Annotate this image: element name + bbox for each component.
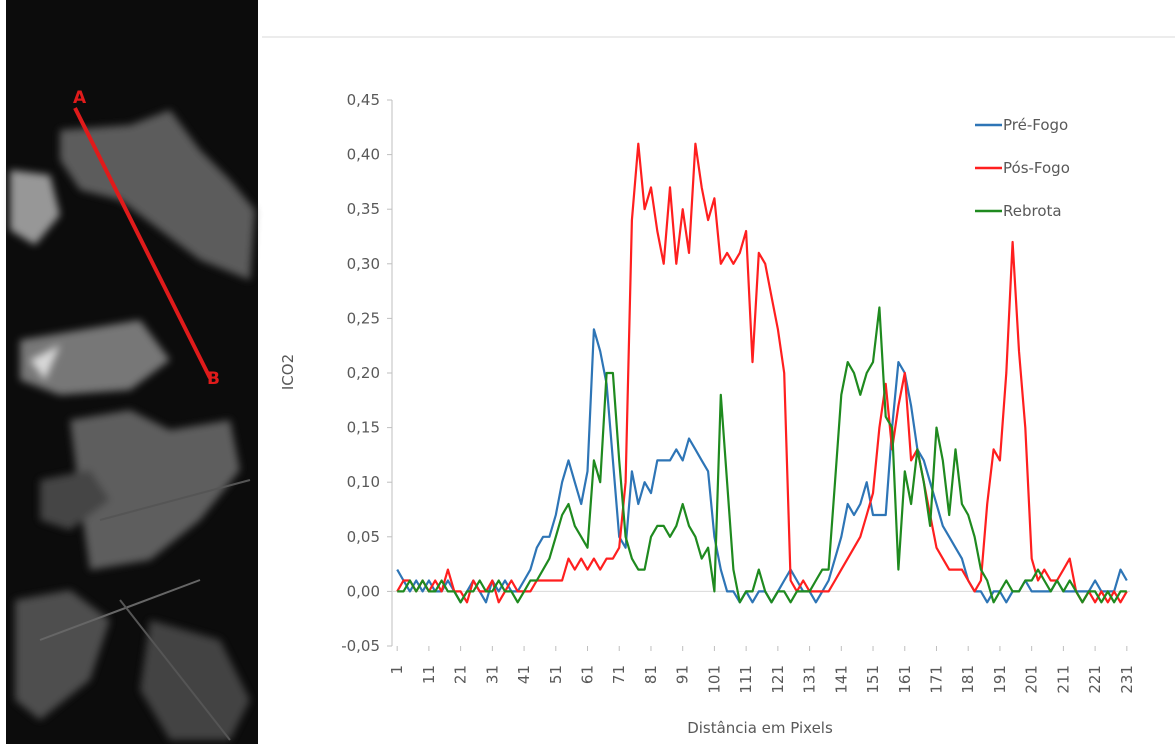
- x-tick-label: 161: [896, 665, 914, 694]
- y-tick-label: 0,10: [347, 473, 380, 491]
- marker-label: A: [73, 88, 87, 108]
- x-tick-label: 141: [832, 665, 850, 694]
- x-tick-label: 51: [547, 665, 565, 684]
- x-tick-label: 221: [1086, 665, 1104, 694]
- y-tick-label: 0,40: [347, 146, 380, 164]
- x-axis-title: Distância em Pixels: [687, 719, 833, 737]
- y-tick-label: 0,35: [347, 200, 380, 218]
- x-tick-label: 181: [959, 665, 977, 694]
- satellite-image: A B: [6, 0, 258, 744]
- x-tick-label: 1: [388, 665, 406, 675]
- x-tick-label: 121: [769, 665, 787, 694]
- x-tick-label: 21: [452, 665, 470, 684]
- legend-label: Pré-Fogo: [1003, 116, 1068, 134]
- x-tick-label: 191: [991, 665, 1009, 694]
- x-tick-label: 101: [705, 665, 723, 694]
- y-tick-label: -0,05: [341, 637, 380, 655]
- y-tick-label: 0,05: [347, 528, 380, 546]
- x-tick-label: 201: [1023, 665, 1041, 694]
- y-tick-label: 0,15: [347, 419, 380, 437]
- x-tick-label: 151: [864, 665, 882, 694]
- x-tick-label: 211: [1054, 665, 1072, 694]
- x-tick-label: 61: [579, 665, 597, 684]
- x-tick-label: 231: [1118, 665, 1136, 694]
- x-tick-label: 31: [483, 665, 501, 684]
- marker-label: B: [207, 369, 220, 389]
- y-tick-label: 0,30: [347, 255, 380, 273]
- x-tick-label: 91: [674, 665, 692, 684]
- x-tick-label: 131: [801, 665, 819, 694]
- y-tick-label: 0,25: [347, 309, 380, 327]
- legend-label: Pós-Fogo: [1003, 159, 1070, 177]
- legend-label: Rebrota: [1003, 202, 1062, 220]
- x-tick-label: 81: [642, 665, 660, 684]
- series-line: [397, 308, 1127, 603]
- x-tick-label: 171: [927, 665, 945, 694]
- x-tick-label: 11: [420, 665, 438, 684]
- y-tick-label: 0,00: [347, 582, 380, 600]
- x-tick-label: 111: [737, 665, 755, 694]
- x-tick-label: 41: [515, 665, 533, 684]
- y-tick-label: 0,45: [347, 91, 380, 109]
- series-line: [397, 329, 1127, 602]
- page: A B Distância em Pixels ICO2 -0,05 0,00 0,…: [0, 0, 1175, 744]
- y-tick-label: 0,20: [347, 364, 380, 382]
- x-tick-label: 71: [610, 665, 628, 684]
- y-axis-title: ICO2: [279, 354, 297, 390]
